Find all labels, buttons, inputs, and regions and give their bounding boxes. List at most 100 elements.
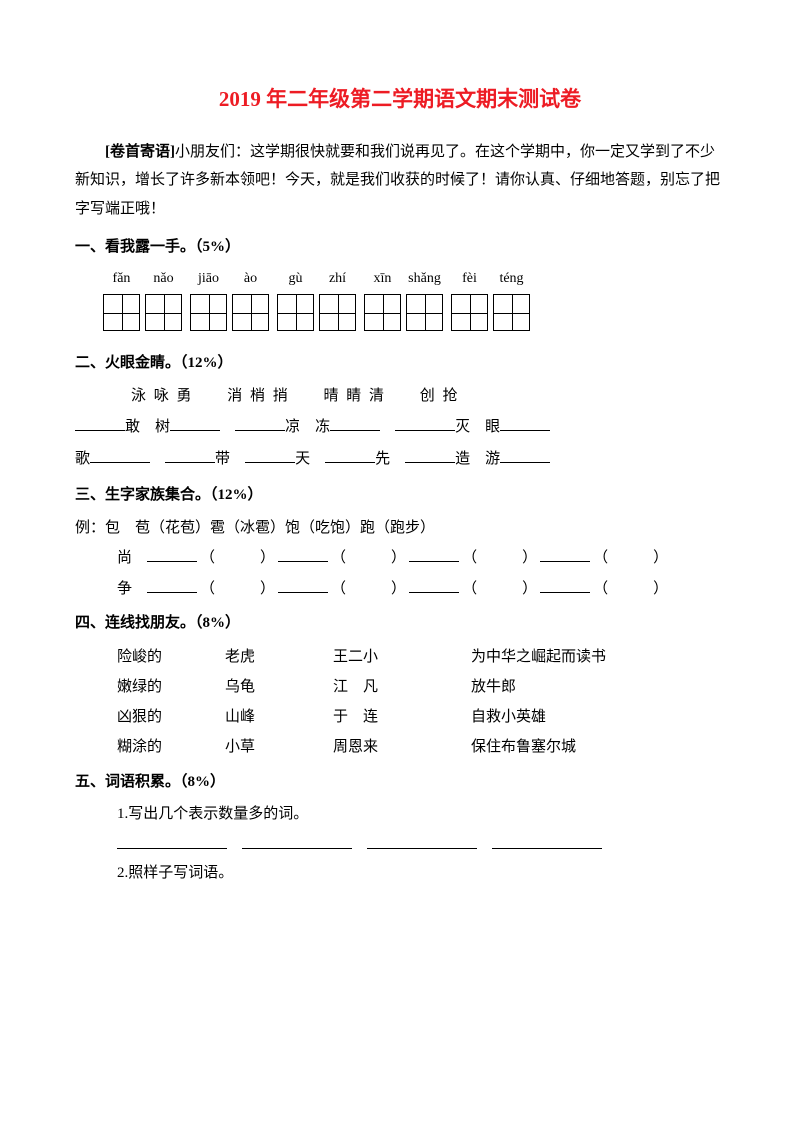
pinyin-9: téng: [493, 266, 530, 293]
q4-b0: 老虎: [225, 642, 315, 672]
q4-b2: 山峰: [225, 702, 315, 732]
page-title: 2019 年二年级第二学期语文期末测试卷: [75, 80, 725, 120]
q5-sub2: 2.照样子写词语。: [75, 859, 725, 888]
q5-blanks: [75, 831, 725, 860]
q3-row-1: 争 （ ）（ ）（ ）（ ）: [75, 575, 725, 604]
intro-label: [卷首寄语]: [105, 144, 175, 160]
q2-r3-c3: 天: [295, 451, 310, 467]
fill-blank[interactable]: [395, 415, 455, 432]
q4-c3: 周恩来: [333, 732, 453, 762]
q4-a3: 糊涂的: [117, 732, 207, 762]
q4-b1: 乌龟: [225, 672, 315, 702]
fill-blank[interactable]: [245, 446, 295, 463]
q2-r3-c6: 游: [485, 451, 500, 467]
q2-r3-c2: 带: [215, 451, 230, 467]
q2-r2-c2: 树: [155, 419, 170, 435]
q4-c2: 于 连: [333, 702, 453, 732]
q4-d1: 放牛郎: [471, 672, 725, 702]
fill-blank[interactable]: [330, 415, 380, 432]
fill-blank[interactable]: [367, 832, 477, 849]
q4-d2: 自救小英雄: [471, 702, 725, 732]
q2-grp-2: 晴 睛 清: [324, 388, 387, 404]
q2-grp-1: 消 梢 捎: [227, 388, 290, 404]
q4-grid: 险峻的老虎王二小为中华之崛起而读书 嫩绿的乌龟江 凡放牛郎 凶狠的山峰于 连自救…: [75, 642, 725, 762]
fill-blank[interactable]: [278, 576, 328, 593]
q2-r2-c6: 眼: [485, 419, 500, 435]
pinyin-5: zhí: [319, 266, 356, 293]
tianzi-box[interactable]: [232, 294, 269, 331]
section-3-head: 三、生字家族集合。（12%）: [75, 481, 725, 510]
fill-blank[interactable]: [235, 415, 285, 432]
fill-blank[interactable]: [500, 415, 550, 432]
pinyin-0: fǎn: [103, 266, 140, 293]
q2-r3-c4: 先: [375, 451, 390, 467]
q4-d3: 保住布鲁塞尔城: [471, 732, 725, 762]
q4-a1: 嫩绿的: [117, 672, 207, 702]
q2-r3-c1: 歌: [75, 451, 90, 467]
pinyin-row: fǎnnǎo jiāoào gùzhí xīnshǎng fèiténg: [75, 266, 725, 293]
pinyin-2: jiāo: [190, 266, 227, 293]
fill-blank[interactable]: [117, 832, 227, 849]
fill-blank[interactable]: [90, 446, 150, 463]
pinyin-7: shǎng: [406, 266, 443, 293]
q2-groups: 泳 咏 勇 消 梢 捎 晴 睛 清 创 抢: [75, 382, 725, 411]
q2-r2-c3: 凉: [285, 419, 300, 435]
fill-blank[interactable]: [492, 832, 602, 849]
tianzi-box[interactable]: [451, 294, 488, 331]
tianzi-box[interactable]: [103, 294, 140, 331]
fill-blank[interactable]: [540, 546, 590, 563]
fill-blank[interactable]: [540, 576, 590, 593]
q4-b3: 小草: [225, 732, 315, 762]
tianzi-box[interactable]: [364, 294, 401, 331]
section-5-head: 五、词语积累。（8%）: [75, 768, 725, 797]
fill-blank[interactable]: [405, 446, 455, 463]
tianzi-box[interactable]: [190, 294, 227, 331]
pinyin-1: nǎo: [145, 266, 182, 293]
q4-a0: 险峻的: [117, 642, 207, 672]
q4-c1: 江 凡: [333, 672, 453, 702]
q3-row-0: 尚 （ ）（ ）（ ）（ ）: [75, 544, 725, 573]
q4-d0: 为中华之崛起而读书: [471, 642, 725, 672]
fill-blank[interactable]: [409, 576, 459, 593]
tianzi-box[interactable]: [145, 294, 182, 331]
q4-c0: 王二小: [333, 642, 453, 672]
q2-row2: 敢 树 凉 冻 灭 眼: [75, 412, 725, 444]
fill-blank[interactable]: [409, 546, 459, 563]
fill-blank[interactable]: [325, 446, 375, 463]
fill-blank[interactable]: [165, 446, 215, 463]
tianzi-box[interactable]: [406, 294, 443, 331]
pinyin-3: ào: [232, 266, 269, 293]
fill-blank[interactable]: [75, 415, 125, 432]
tianzi-box[interactable]: [493, 294, 530, 331]
fill-blank[interactable]: [500, 446, 550, 463]
section-4-head: 四、连线找朋友。（8%）: [75, 609, 725, 638]
q2-r2-c4: 冻: [315, 419, 330, 435]
q3-example-label: 例：: [75, 520, 105, 536]
q3-example-text: 包 苞（花苞）雹（冰雹）饱（吃饱）跑（跑步）: [105, 520, 435, 536]
tianzi-box[interactable]: [319, 294, 356, 331]
q2-r3-c5: 造: [455, 451, 470, 467]
fill-blank[interactable]: [147, 576, 197, 593]
fill-blank[interactable]: [170, 415, 220, 432]
q2-row3: 歌 带 天 先 造 游: [75, 444, 725, 476]
q3-item-1: 争: [117, 581, 132, 597]
q2-grp-0: 泳 咏 勇: [131, 388, 194, 404]
fill-blank[interactable]: [147, 546, 197, 563]
q3-item-0: 尚: [117, 550, 132, 566]
pinyin-8: fèi: [451, 266, 488, 293]
tianzi-row: [75, 294, 725, 331]
pinyin-4: gù: [277, 266, 314, 293]
q2-grp-3: 创 抢: [420, 388, 460, 404]
fill-blank[interactable]: [242, 832, 352, 849]
q2-r2-c5: 灭: [455, 419, 470, 435]
pinyin-6: xīn: [364, 266, 401, 293]
q2-r2-c1: 敢: [125, 419, 140, 435]
fill-blank[interactable]: [278, 546, 328, 563]
section-2-head: 二、火眼金睛。（12%）: [75, 349, 725, 378]
q4-a2: 凶狠的: [117, 702, 207, 732]
q3-example: 例：包 苞（花苞）雹（冰雹）饱（吃饱）跑（跑步）: [75, 514, 725, 543]
section-1-head: 一、看我露一手。（5%）: [75, 233, 725, 262]
tianzi-box[interactable]: [277, 294, 314, 331]
intro-paragraph: [卷首寄语]小朋友们：这学期很快就要和我们说再见了。在这个学期中，你一定又学到了…: [75, 138, 725, 224]
q5-sub1: 1.写出几个表示数量多的词。: [75, 800, 725, 829]
